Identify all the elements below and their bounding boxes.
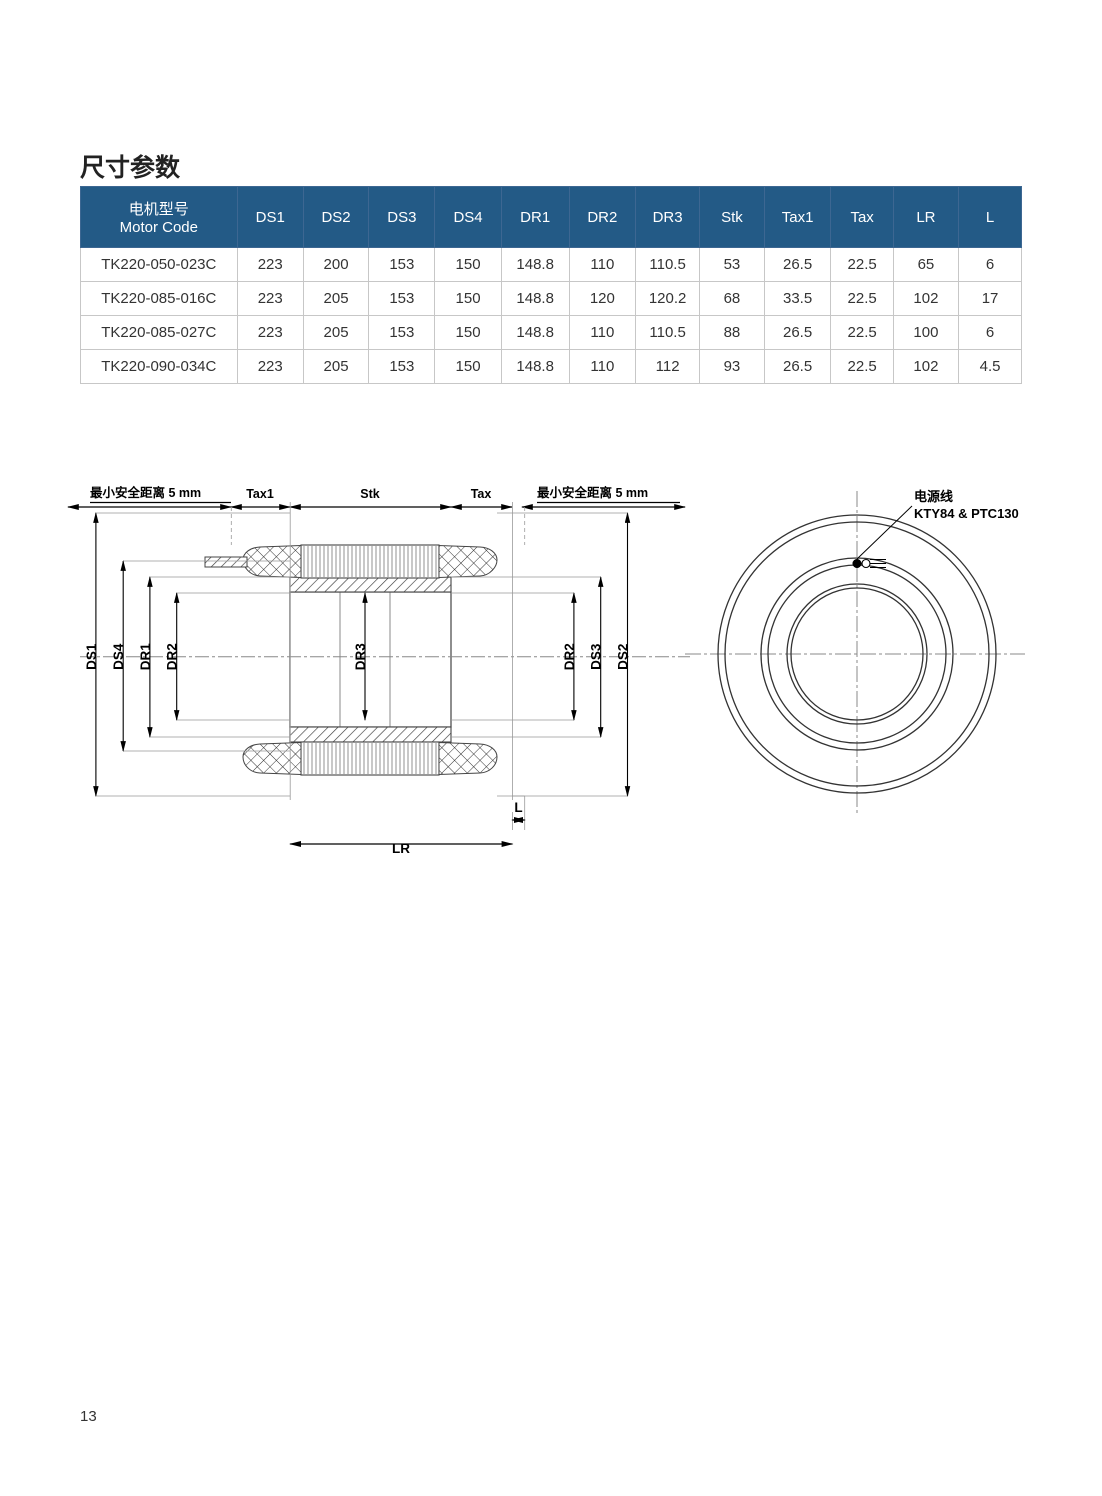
svg-text:DS1: DS1 (84, 643, 99, 670)
svg-text:最小安全距离 5 mm: 最小安全距离 5 mm (537, 485, 648, 500)
svg-text:最小安全距离 5 mm: 最小安全距离 5 mm (90, 485, 201, 500)
svg-text:电源线: 电源线 (914, 489, 953, 504)
svg-text:L: L (514, 800, 522, 815)
svg-text:Tax: Tax (471, 487, 492, 501)
svg-text:LR: LR (392, 841, 410, 856)
svg-text:Tax1: Tax1 (246, 487, 274, 501)
svg-text:Stk: Stk (360, 487, 380, 501)
svg-text:KTY84 & PTC130: KTY84 & PTC130 (914, 506, 1019, 521)
svg-text:DS2: DS2 (616, 644, 631, 670)
svg-text:DS4: DS4 (111, 643, 126, 670)
svg-text:DS3: DS3 (589, 643, 604, 670)
svg-text:DR3: DR3 (353, 643, 368, 670)
svg-text:DR1: DR1 (138, 643, 153, 670)
svg-text:DR2: DR2 (165, 643, 180, 670)
svg-text:DR2: DR2 (562, 643, 577, 670)
